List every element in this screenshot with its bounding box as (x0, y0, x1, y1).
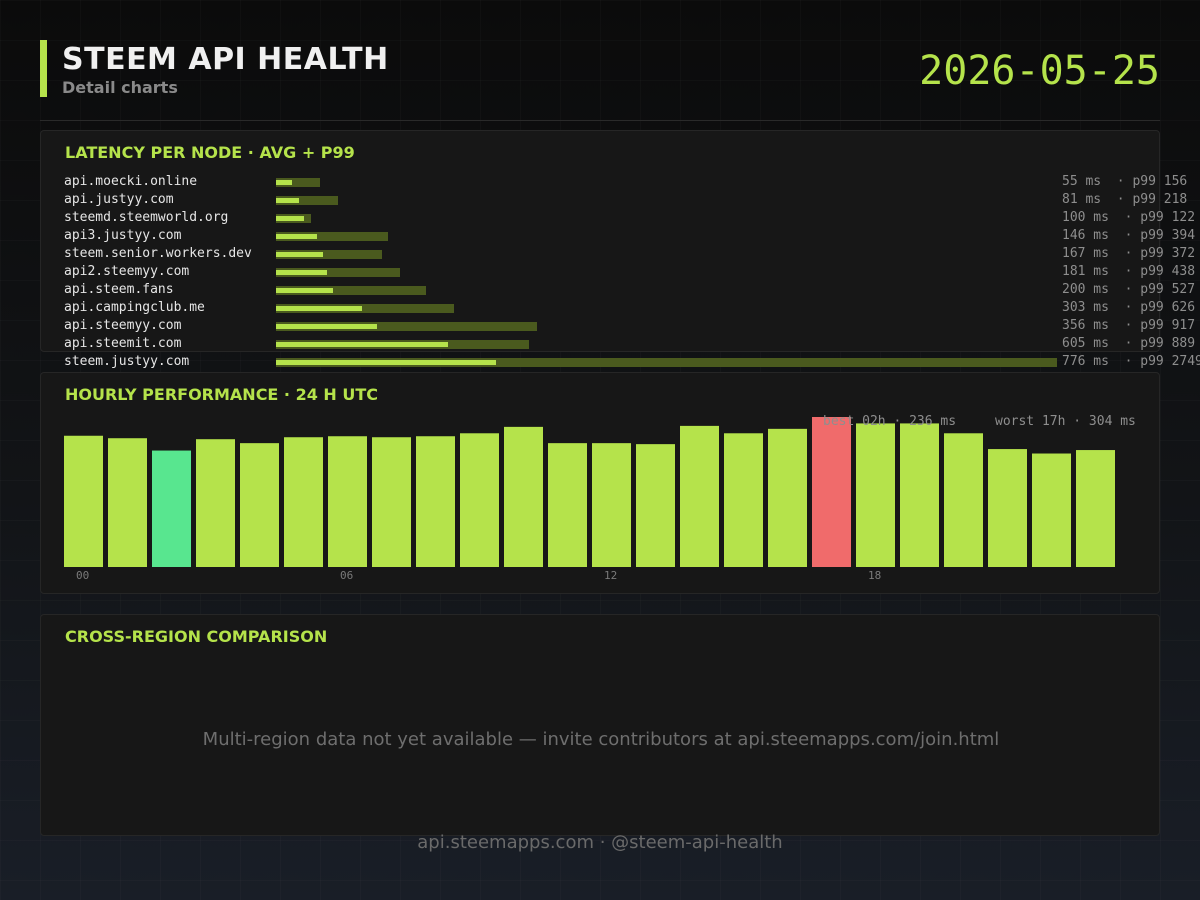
worst-hour-label: worst 17h · 304 ms (995, 414, 1136, 429)
latency-row: api.steemit.com 605 ms · p99 889 (64, 335, 1200, 353)
latency-value-label: 146 ms · p99 394 (1062, 228, 1196, 243)
p99-bar (276, 178, 320, 187)
hour-bar (1032, 453, 1071, 567)
best-hour-label: best 02h · 236 ms (823, 414, 957, 429)
hour-bar (372, 437, 411, 567)
latency-value-label: 181 ms · p99 438 (1062, 264, 1196, 279)
latency-row: api3.justyy.com 146 ms · p99 394 (64, 227, 1200, 245)
p99-bar (276, 232, 388, 241)
latency-row: steem.senior.workers.dev 167 ms · p99 372 (64, 245, 1200, 263)
latency-value-label: 55 ms · p99 156 (1062, 174, 1188, 189)
avg-bar (276, 324, 377, 329)
hour-bar (768, 428, 807, 567)
hour-tick-label: 18 (868, 569, 881, 582)
hour-tick-label: 00 (76, 569, 89, 582)
latency-value-label: 167 ms · p99 372 (1062, 246, 1196, 261)
hour-bar (548, 443, 587, 567)
node-name: api.campingclub.me (64, 300, 205, 315)
hour-bar (196, 439, 235, 567)
latency-value-label: 303 ms · p99 626 (1062, 300, 1196, 315)
hour-bar (416, 436, 455, 567)
hour-bar (724, 433, 763, 567)
latency-row: api.campingclub.me 303 ms · p99 626 (64, 299, 1200, 317)
hour-bar (944, 433, 983, 567)
latency-row: api.justyy.com 81 ms · p99 218 (64, 191, 1200, 209)
hour-bar (504, 426, 543, 567)
avg-bar (276, 198, 299, 203)
node-name: api.steemit.com (64, 336, 182, 351)
hour-bar (592, 443, 631, 567)
node-name: steemd.steemworld.org (64, 210, 229, 225)
p99-bar (276, 304, 454, 313)
node-name: api.steem.fans (64, 282, 174, 297)
hour-tick-label: 12 (604, 569, 617, 582)
hour-bar (900, 423, 939, 567)
p99-bar (276, 250, 382, 259)
latency-value-label: 200 ms · p99 527 (1062, 282, 1196, 297)
node-name: api.moecki.online (64, 174, 198, 189)
latency-value-label: 356 ms · p99 917 (1062, 318, 1196, 333)
p99-bar (276, 196, 338, 205)
hour-bar (1076, 450, 1115, 567)
node-name: api.steemyy.com (64, 318, 182, 333)
latency-row: api.moecki.online 55 ms · p99 156 (64, 173, 1200, 191)
p99-bar (276, 358, 1057, 367)
title-accent-bar (40, 40, 47, 97)
page-subtitle: Detail charts (62, 78, 178, 97)
latency-row: api2.steemyy.com 181 ms · p99 438 (64, 263, 1200, 281)
latency-value-label: 81 ms · p99 218 (1062, 192, 1188, 207)
avg-bar (276, 270, 327, 275)
hour-tick-label: 06 (340, 569, 353, 582)
node-name: steem.justyy.com (64, 354, 190, 369)
latency-row: api.steem.fans 200 ms · p99 527 (64, 281, 1200, 299)
avg-bar (276, 234, 317, 239)
footer-text: api.steemapps.com · @steem-api-health (417, 832, 783, 853)
avg-bar (276, 288, 333, 293)
hour-bar (812, 417, 851, 567)
hour-bar (988, 449, 1027, 567)
hour-bar (636, 444, 675, 567)
latency-value-label: 100 ms · p99 122 (1062, 210, 1196, 225)
region-panel-title: CROSS-REGION COMPARISON (65, 627, 328, 646)
p99-bar (276, 322, 537, 331)
latency-row: steemd.steemworld.org 100 ms · p99 122 (64, 209, 1200, 227)
latency-value-label: 605 ms · p99 889 (1062, 336, 1196, 351)
latency-value-label: 776 ms · p99 2749 (1062, 354, 1200, 369)
hour-bar (240, 443, 279, 567)
hourly-panel-title: HOURLY PERFORMANCE · 24 H UTC (65, 385, 379, 404)
avg-bar (276, 180, 292, 185)
hour-bar (108, 438, 147, 567)
p99-bar (276, 268, 400, 277)
hour-bar (856, 423, 895, 567)
node-name: api.justyy.com (64, 192, 174, 207)
hour-bar (64, 435, 103, 567)
latency-row: steem.justyy.com 776 ms · p99 2749 (64, 353, 1200, 371)
avg-bar (276, 342, 448, 347)
node-name: api2.steemyy.com (64, 264, 190, 279)
region-panel: CROSS-REGION COMPARISON Multi-region dat… (40, 614, 1160, 836)
node-name: api3.justyy.com (64, 228, 182, 243)
hour-bar (284, 437, 323, 567)
hour-bar (680, 425, 719, 567)
avg-bar (276, 252, 323, 257)
region-empty-message: Multi-region data not yet available — in… (202, 729, 1000, 750)
avg-bar (276, 306, 362, 311)
avg-bar (276, 216, 304, 221)
latency-row: api.steemyy.com 356 ms · p99 917 (64, 317, 1200, 335)
header-divider (40, 120, 1160, 121)
page-title: STEEM API HEALTH (62, 42, 389, 77)
report-date: 2026-05-25 (919, 48, 1160, 94)
avg-bar (276, 360, 496, 365)
latency-panel: LATENCY PER NODE · AVG + P99 (40, 130, 1160, 352)
p99-bar (276, 286, 426, 295)
latency-panel-title: LATENCY PER NODE · AVG + P99 (65, 143, 355, 162)
hour-bar (328, 436, 367, 567)
hour-bar (152, 450, 191, 567)
node-name: steem.senior.workers.dev (64, 246, 252, 261)
hour-bar (460, 433, 499, 567)
